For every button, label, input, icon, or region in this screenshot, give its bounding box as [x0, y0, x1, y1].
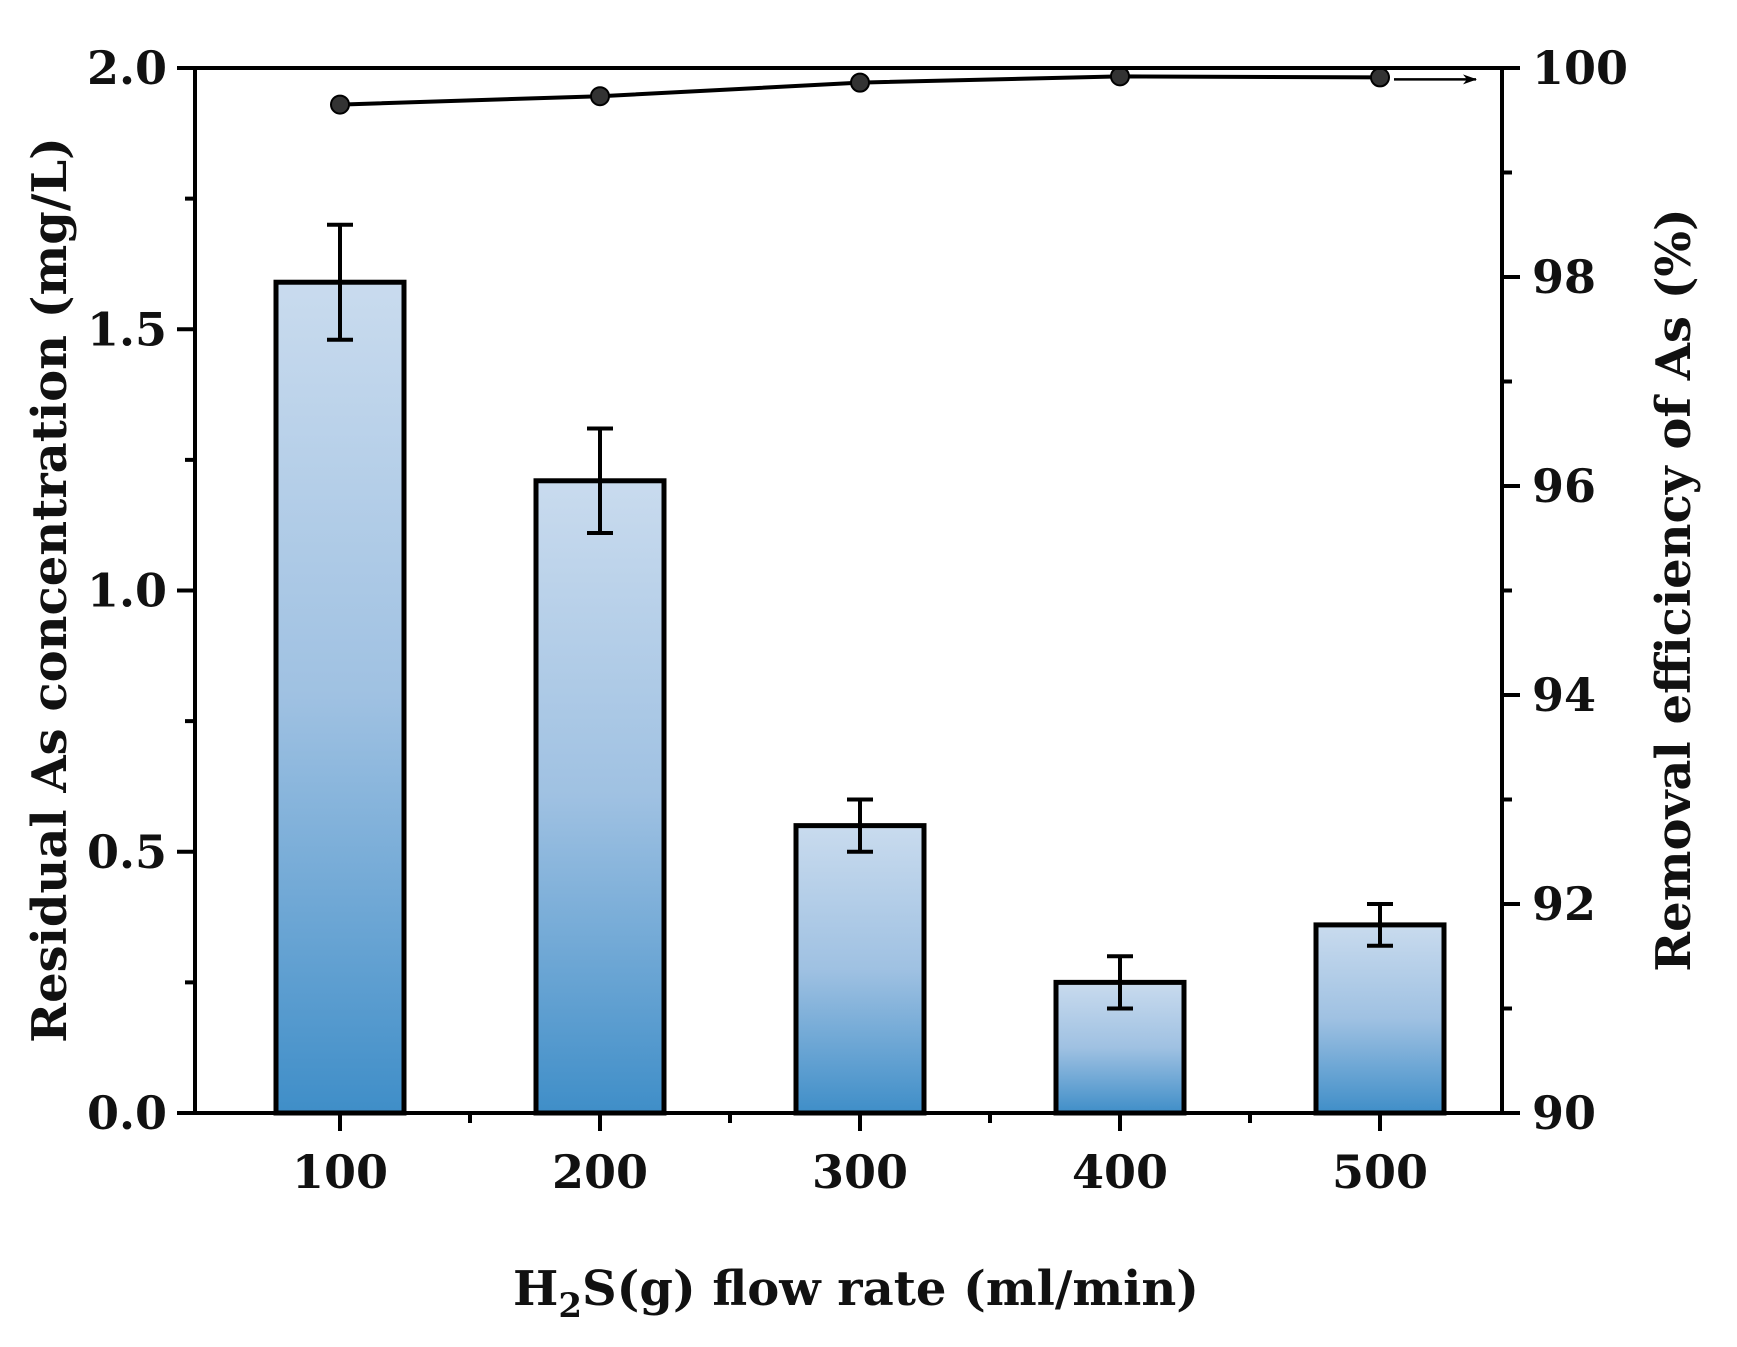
left-tick-label: 0.5	[87, 825, 167, 879]
y2-axis-title: Removal efficiency of As (%)	[1646, 208, 1702, 971]
bars-group	[273, 279, 1447, 1116]
error-bar-200	[587, 426, 613, 536]
x-axis-title-part1: H	[513, 1261, 558, 1317]
left-tick-label: 1.5	[87, 302, 167, 356]
right-axis: 90 92 94 96 98 100	[1502, 41, 1628, 1140]
left-axis: 0.0 0.5 1.0 1.5 2.0	[87, 41, 195, 1140]
right-tick-label: 98	[1532, 250, 1596, 304]
x-tick-label: 200	[552, 1145, 648, 1199]
x-axis-title: H2S(g) flow rate (ml/min)	[513, 1261, 1199, 1326]
x-tick-label: 100	[292, 1145, 388, 1199]
efficiency-point-200	[590, 86, 610, 107]
right-tick-label: 94	[1532, 668, 1596, 722]
x-tick-label: 500	[1332, 1145, 1428, 1199]
error-bar-400	[1107, 954, 1133, 1011]
left-tick-label: 2.0	[87, 41, 167, 95]
bar-100	[273, 279, 407, 1116]
error-bars-group	[327, 222, 1393, 1011]
bar-200	[533, 478, 667, 1116]
left-tick-label: 0.0	[87, 1086, 167, 1140]
left-tick-label: 1.0	[87, 564, 167, 618]
efficiency-point-500	[1370, 67, 1390, 88]
bar-300	[793, 823, 927, 1116]
error-bar-100	[327, 222, 353, 342]
efficiency-line-group	[330, 66, 1477, 115]
right-tick-label: 96	[1532, 459, 1596, 513]
error-bar-300	[847, 797, 873, 854]
efficiency-point-400	[1110, 66, 1130, 87]
efficiency-point-100	[330, 94, 350, 115]
y-axis-title: Residual As concentration (mg/L)	[22, 137, 78, 1043]
error-bar-500	[1367, 902, 1393, 948]
right-tick-label: 100	[1532, 41, 1628, 95]
right-tick-label: 90	[1532, 1086, 1596, 1140]
efficiency-point-300	[850, 72, 870, 93]
x-tick-label: 400	[1072, 1145, 1168, 1199]
x-axis: 100 200 300 400 500	[292, 1113, 1428, 1199]
x-tick-label: 300	[812, 1145, 908, 1199]
bar-500	[1313, 922, 1447, 1116]
x-axis-title-part2: S(g) flow rate (ml/min)	[582, 1261, 1199, 1317]
right-tick-label: 92	[1532, 877, 1596, 931]
x-axis-title-subscript: 2	[558, 1286, 582, 1326]
